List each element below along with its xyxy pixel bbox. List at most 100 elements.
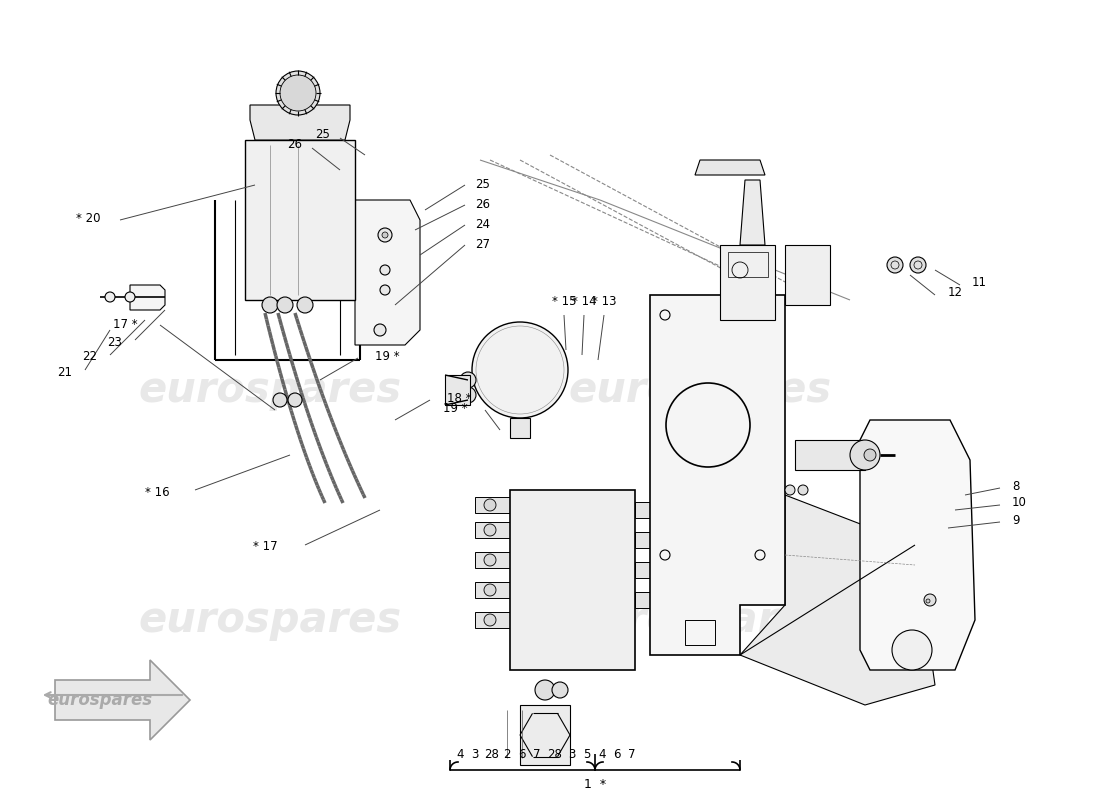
Text: 26: 26 — [475, 198, 490, 211]
Bar — [635, 502, 666, 518]
Polygon shape — [250, 105, 350, 140]
Circle shape — [262, 297, 278, 313]
Text: 4: 4 — [456, 749, 464, 762]
Bar — [510, 418, 530, 438]
Text: 1  *: 1 * — [584, 778, 606, 790]
Circle shape — [472, 322, 568, 418]
Text: * 17: * 17 — [253, 541, 278, 554]
Circle shape — [484, 499, 496, 511]
Circle shape — [484, 614, 496, 626]
Text: 28: 28 — [548, 749, 562, 762]
Circle shape — [273, 393, 287, 407]
Circle shape — [484, 524, 496, 536]
Text: 27: 27 — [475, 238, 490, 251]
Text: 21: 21 — [57, 366, 73, 378]
Bar — [635, 562, 666, 578]
Circle shape — [379, 265, 390, 275]
Text: 8: 8 — [1012, 479, 1020, 493]
Polygon shape — [130, 285, 165, 310]
Circle shape — [374, 324, 386, 336]
Circle shape — [379, 285, 390, 295]
Bar — [685, 620, 715, 645]
Text: 7: 7 — [628, 749, 636, 762]
Text: 12: 12 — [948, 286, 962, 299]
Text: 26: 26 — [287, 138, 303, 151]
Text: 6: 6 — [518, 749, 526, 762]
Circle shape — [460, 372, 476, 388]
Text: * 16: * 16 — [145, 486, 170, 498]
Circle shape — [535, 680, 556, 700]
Circle shape — [924, 594, 936, 606]
Polygon shape — [860, 420, 975, 670]
Text: 25: 25 — [475, 178, 490, 191]
Polygon shape — [55, 660, 190, 740]
Text: * 14: * 14 — [572, 295, 596, 308]
Circle shape — [288, 393, 302, 407]
Text: 11: 11 — [972, 277, 987, 290]
Text: 4: 4 — [598, 749, 606, 762]
Circle shape — [382, 232, 388, 238]
Polygon shape — [740, 180, 764, 245]
Text: 7: 7 — [534, 749, 541, 762]
Circle shape — [785, 485, 795, 495]
Text: 18 *: 18 * — [447, 391, 472, 405]
Text: * 20: * 20 — [76, 211, 100, 225]
Bar — [475, 612, 510, 628]
Bar — [245, 140, 355, 300]
Polygon shape — [650, 295, 785, 655]
Text: * 13: * 13 — [592, 295, 616, 308]
Text: 23: 23 — [108, 335, 122, 349]
Bar — [475, 497, 510, 513]
Bar — [475, 522, 510, 538]
Text: 9: 9 — [1012, 514, 1020, 526]
Text: 24: 24 — [475, 218, 490, 231]
Text: eurospares: eurospares — [139, 599, 402, 641]
Text: 6: 6 — [614, 749, 620, 762]
Polygon shape — [355, 200, 420, 345]
Text: 28: 28 — [485, 749, 499, 762]
Text: 5: 5 — [583, 749, 591, 762]
Circle shape — [484, 584, 496, 596]
Text: 2: 2 — [504, 749, 510, 762]
Text: 3: 3 — [569, 749, 575, 762]
Bar — [720, 245, 775, 320]
Text: * 15: * 15 — [552, 295, 576, 308]
Bar — [446, 375, 470, 405]
Bar — [475, 582, 510, 598]
Text: 3: 3 — [471, 749, 478, 762]
Text: eurospares: eurospares — [569, 369, 832, 411]
Text: 25: 25 — [315, 129, 330, 142]
Circle shape — [297, 297, 313, 313]
Circle shape — [460, 387, 476, 403]
Circle shape — [864, 449, 876, 461]
Text: 17 *: 17 * — [113, 318, 138, 331]
Text: eurospares: eurospares — [569, 599, 832, 641]
Text: 10: 10 — [1012, 497, 1027, 510]
Bar — [475, 552, 510, 568]
Circle shape — [926, 599, 929, 603]
Bar — [510, 490, 635, 670]
Bar — [728, 252, 768, 277]
Circle shape — [125, 292, 135, 302]
Circle shape — [892, 630, 932, 670]
Text: eurospares: eurospares — [139, 369, 402, 411]
Bar — [795, 440, 865, 470]
Circle shape — [276, 71, 320, 115]
Circle shape — [104, 292, 116, 302]
Circle shape — [552, 682, 568, 698]
Text: 19 *: 19 * — [443, 402, 468, 414]
Bar — [635, 592, 666, 608]
Circle shape — [850, 440, 880, 470]
Circle shape — [277, 297, 293, 313]
Circle shape — [280, 75, 316, 111]
Polygon shape — [740, 495, 935, 705]
Text: 22: 22 — [82, 350, 98, 363]
Text: 19 *: 19 * — [375, 350, 399, 362]
Circle shape — [798, 485, 808, 495]
Circle shape — [378, 228, 392, 242]
Text: eurospares: eurospares — [47, 691, 153, 709]
Bar — [520, 705, 570, 765]
Circle shape — [484, 554, 496, 566]
Bar — [635, 532, 666, 548]
Circle shape — [910, 257, 926, 273]
